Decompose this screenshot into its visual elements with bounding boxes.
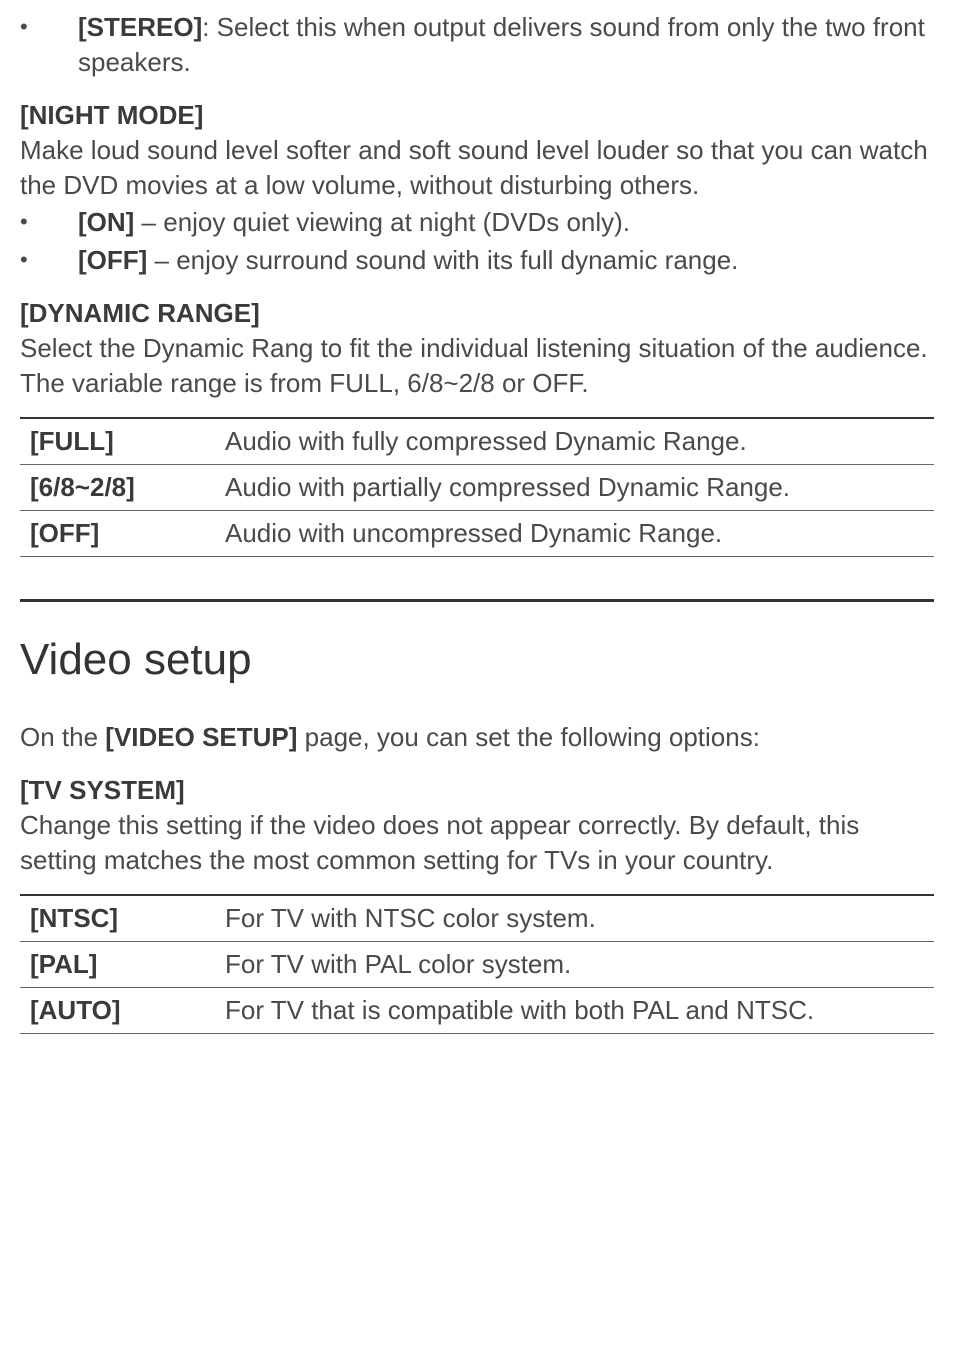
table-row: [AUTO] For TV that is compatible with bo… (20, 988, 934, 1034)
row-desc: Audio with fully compressed Dynamic Rang… (215, 418, 934, 465)
video-setup-heading: Video setup (20, 599, 934, 689)
table-row: [FULL] Audio with fully compressed Dynam… (20, 418, 934, 465)
intro-suffix: page, you can set the following options: (297, 722, 760, 752)
tv-system-table: [NTSC] For TV with NTSC color system. [P… (20, 894, 934, 1034)
night-mode-body: Make loud sound level softer and soft so… (20, 133, 934, 203)
bullet-text: [ON] – enjoy quiet viewing at night (DVD… (78, 205, 934, 240)
row-desc: For TV that is compatible with both PAL … (215, 988, 934, 1034)
bullet-text: [STEREO]: Select this when output delive… (78, 10, 934, 80)
on-label: [ON] (78, 207, 134, 237)
row-label: [AUTO] (20, 988, 215, 1034)
row-label: [NTSC] (20, 895, 215, 942)
stereo-desc: : Select this when output delivers sound… (78, 12, 925, 77)
bullet-icon: • (20, 205, 78, 237)
stereo-bullet-list: • [STEREO]: Select this when output deli… (20, 10, 934, 80)
bullet-icon: • (20, 10, 78, 42)
on-desc: – enjoy quiet viewing at night (DVDs onl… (134, 207, 630, 237)
row-desc: Audio with partially compressed Dynamic … (215, 465, 934, 511)
tv-system-heading: [TV SYSTEM] (20, 773, 934, 808)
bullet-text: [OFF] – enjoy surround sound with its fu… (78, 243, 934, 278)
dynamic-range-body: Select the Dynamic Rang to fit the indiv… (20, 331, 934, 401)
row-label: [6/8~2/8] (20, 465, 215, 511)
dynamic-range-heading: [DYNAMIC RANGE] (20, 296, 934, 331)
intro-prefix: On the (20, 722, 105, 752)
night-mode-bullet-list: • [ON] – enjoy quiet viewing at night (D… (20, 205, 934, 277)
off-label: [OFF] (78, 245, 147, 275)
off-desc: – enjoy surround sound with its full dyn… (147, 245, 738, 275)
table-row: [OFF] Audio with uncompressed Dynamic Ra… (20, 511, 934, 557)
row-label: [OFF] (20, 511, 215, 557)
bullet-icon: • (20, 243, 78, 275)
list-item: • [OFF] – enjoy surround sound with its … (20, 243, 934, 278)
table-row: [PAL] For TV with PAL color system. (20, 942, 934, 988)
table-row: [NTSC] For TV with NTSC color system. (20, 895, 934, 942)
list-item: • [ON] – enjoy quiet viewing at night (D… (20, 205, 934, 240)
stereo-label: [STEREO] (78, 12, 202, 42)
dynamic-range-table: [FULL] Audio with fully compressed Dynam… (20, 417, 934, 557)
table-row: [6/8~2/8] Audio with partially compresse… (20, 465, 934, 511)
tv-system-body: Change this setting if the video does no… (20, 808, 934, 878)
night-mode-heading: [NIGHT MODE] (20, 98, 934, 133)
intro-bold: [VIDEO SETUP] (105, 722, 297, 752)
row-label: [PAL] (20, 942, 215, 988)
row-desc: For TV with PAL color system. (215, 942, 934, 988)
row-desc: For TV with NTSC color system. (215, 895, 934, 942)
row-label: [FULL] (20, 418, 215, 465)
list-item: • [STEREO]: Select this when output deli… (20, 10, 934, 80)
video-setup-intro: On the [VIDEO SETUP] page, you can set t… (20, 720, 934, 755)
row-desc: Audio with uncompressed Dynamic Range. (215, 511, 934, 557)
